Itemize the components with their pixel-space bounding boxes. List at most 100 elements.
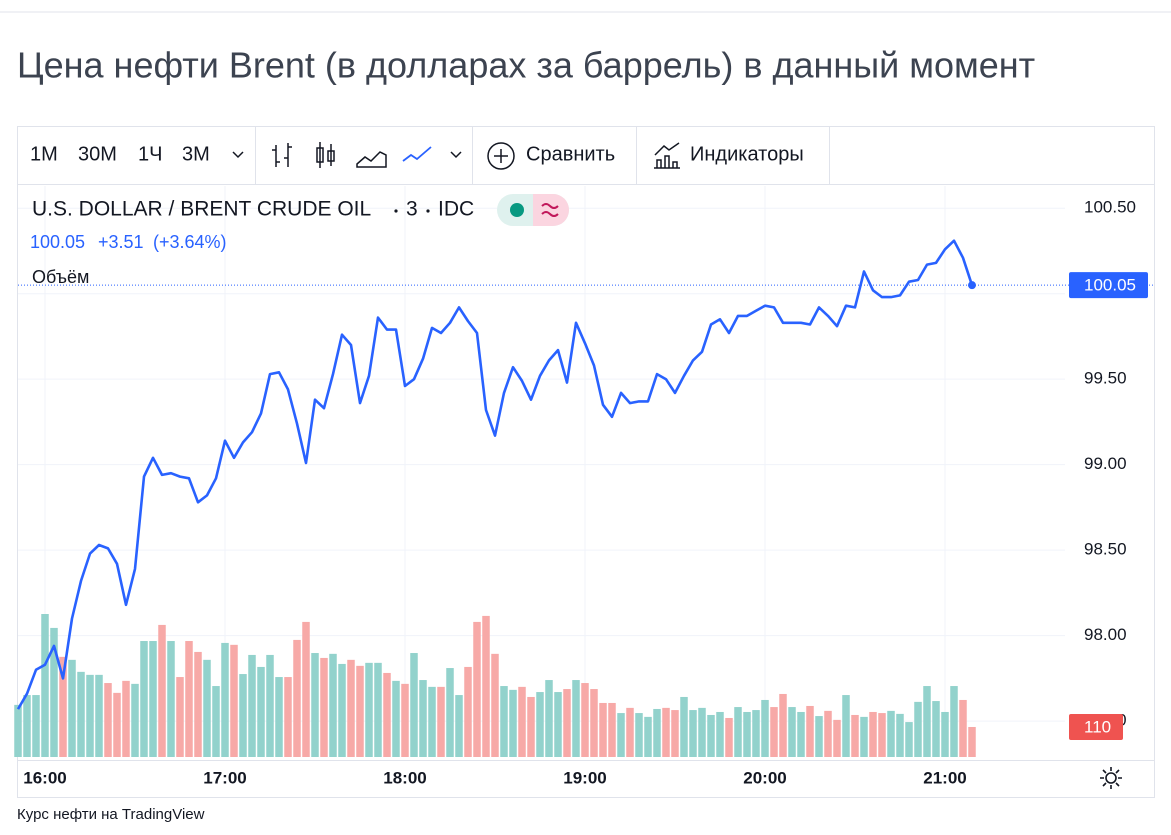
- area-icon[interactable]: [356, 151, 387, 168]
- compare-icon[interactable]: [487, 142, 515, 170]
- symbol-name: U.S. DOLLAR / BRENT CRUDE OIL: [32, 198, 371, 221]
- type-dropdown[interactable]: [450, 151, 462, 159]
- volume-bar: [662, 707, 670, 757]
- volume-bar: [311, 653, 319, 757]
- volume-bar: [176, 677, 184, 757]
- price-line: [16, 239, 974, 710]
- x-tick-label: 20:00: [743, 768, 786, 787]
- volume-bar: [869, 711, 877, 757]
- volume-bar: [896, 713, 904, 757]
- volume-bar: [905, 722, 913, 757]
- interval-button[interactable]: 3М: [182, 143, 210, 165]
- settings-icon[interactable]: [1100, 767, 1122, 789]
- volume-bar: [374, 662, 382, 757]
- volume-bar: [77, 671, 85, 757]
- volume-bar: [230, 644, 238, 757]
- volume-bar: [608, 702, 616, 757]
- volume-bar: [563, 689, 571, 757]
- delayed-icon: [541, 203, 559, 217]
- volume-bar: [167, 641, 175, 757]
- volume-bar: [347, 659, 355, 757]
- volume-bar: [572, 680, 580, 757]
- volume-bar: [140, 641, 148, 757]
- volume-bar: [68, 659, 76, 757]
- volume-bar: [113, 692, 121, 757]
- volume-bar: [446, 668, 454, 757]
- volume-bar: [815, 716, 823, 757]
- volume-bar: [959, 699, 967, 757]
- volume-bar: [824, 710, 832, 757]
- x-tick-label: 17:00: [203, 768, 246, 787]
- candles-icon[interactable]: [316, 142, 335, 168]
- last-price-dot: [968, 281, 976, 290]
- x-tick-label: 18:00: [383, 768, 426, 787]
- volume-bar: [401, 683, 409, 757]
- interval-button[interactable]: 1Ч: [138, 143, 162, 165]
- volume-bar: [491, 653, 499, 757]
- volume-bar: [14, 704, 22, 757]
- volume-bar: [761, 699, 769, 757]
- y-tick-label: 98.50: [1084, 540, 1127, 559]
- indicators-icon[interactable]: [654, 142, 680, 169]
- volume-bar: [644, 716, 652, 757]
- x-tick-label: 16:00: [23, 768, 66, 787]
- volume-bar: [203, 659, 211, 757]
- volume-bar: [833, 719, 841, 757]
- volume-bar: [671, 710, 679, 757]
- volume-bar: [806, 705, 814, 757]
- market-open-dot: [510, 203, 524, 217]
- volume-bar: [293, 639, 301, 757]
- volume-bar: [185, 641, 193, 757]
- separator-dot: [426, 209, 430, 213]
- volume-bar: [95, 674, 103, 757]
- volume-bar: [599, 702, 607, 757]
- volume-bar: [239, 674, 247, 757]
- volume-bar: [212, 686, 220, 757]
- volume-bar: [365, 662, 373, 757]
- volume-bar: [320, 657, 328, 757]
- legend-last-price: 100.05: [30, 232, 85, 252]
- volume-bar: [266, 654, 274, 757]
- volume-bar: [950, 686, 958, 757]
- volume-bar: [482, 615, 490, 757]
- volume-bar: [797, 711, 805, 757]
- volume-bar: [914, 701, 922, 757]
- volume-bar: [149, 641, 157, 757]
- volume-bar: [554, 692, 562, 757]
- volume-bar: [437, 686, 445, 757]
- volume-bar: [428, 686, 436, 757]
- compare-button[interactable]: Сравнить: [526, 143, 615, 165]
- volume-bar: [302, 621, 310, 757]
- volume-bar: [131, 683, 139, 757]
- interval-button[interactable]: 30М: [78, 143, 117, 165]
- volume-bar: [698, 707, 706, 757]
- volume-bar: [59, 656, 67, 757]
- volume-bar: [707, 714, 715, 757]
- line-icon[interactable]: [402, 146, 432, 162]
- volume-bar: [158, 624, 166, 757]
- volume-bar: [86, 674, 94, 757]
- x-tick-label: 19:00: [563, 768, 606, 787]
- indicators-button[interactable]: Индикаторы: [690, 143, 804, 165]
- volume-bar: [680, 696, 688, 757]
- volume-bar: [968, 726, 976, 757]
- volume-bar: [275, 677, 283, 757]
- volume-bar: [221, 642, 229, 757]
- volume-bar: [545, 680, 553, 757]
- legend-change: +3.51: [98, 232, 144, 252]
- volume-bar: [734, 707, 742, 757]
- volume-bar: [653, 708, 661, 757]
- volume-bar: [743, 711, 751, 757]
- interval-button[interactable]: 1М: [30, 143, 58, 165]
- status-pill-part: [533, 194, 569, 226]
- volume-bar: [500, 686, 508, 757]
- legend-interval: 3: [406, 198, 418, 221]
- page-title: Цена нефти Brent (в долларах за баррель)…: [17, 45, 1035, 86]
- volume-bar: [635, 713, 643, 757]
- volume-bar: [464, 666, 472, 757]
- volume-bar: [194, 651, 202, 757]
- y-tick-label: 98.00: [1084, 625, 1127, 644]
- interval-dropdown[interactable]: [232, 151, 244, 159]
- bars-icon[interactable]: [272, 143, 292, 167]
